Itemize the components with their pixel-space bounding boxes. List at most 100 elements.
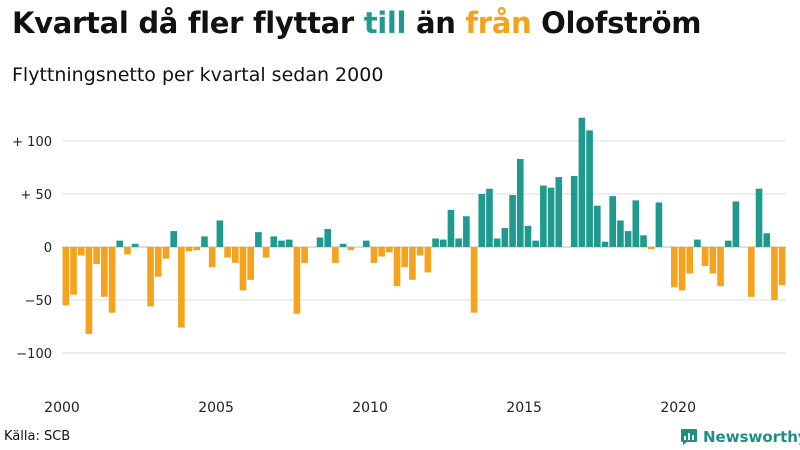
- bar-2000-q3: [77, 247, 85, 256]
- bar-2014-q1: [493, 238, 501, 247]
- y-tick-label: 0: [44, 241, 52, 256]
- x-tick-label: 2000: [44, 400, 80, 416]
- bar-2005-q1: [216, 220, 224, 247]
- bar-2022-q4: [763, 233, 771, 247]
- bar-2017-q2: [593, 205, 601, 247]
- brand-logo[interactable]: Newsworthy: [680, 428, 800, 446]
- bar-2018-q4: [640, 235, 647, 247]
- bar-2002-q2: [131, 243, 139, 247]
- bar-2003-q4: [178, 247, 185, 328]
- bar-2023-q1: [771, 247, 778, 300]
- bar-2010-q1: [370, 247, 378, 263]
- bar-2003-q3: [170, 231, 177, 247]
- bar-2006-q3: [262, 247, 270, 258]
- bar-2002-q4: [147, 247, 154, 307]
- bar-2015-q3: [540, 185, 547, 247]
- bar-2019-q1: [647, 247, 655, 250]
- title-part-5: Olofström: [531, 6, 702, 40]
- bar-2004-q2: [193, 247, 201, 251]
- bar-2018-q1: [617, 220, 624, 247]
- bar-2020-q3: [694, 239, 701, 247]
- bar-2009-q4: [362, 240, 370, 247]
- y-tick-label: + 50: [20, 188, 52, 203]
- bar-2012-q1: [432, 238, 439, 247]
- bar-2021-q4: [732, 201, 740, 247]
- bar-2000-q2: [70, 247, 77, 295]
- bar-2021-q3: [724, 240, 732, 247]
- source-note: Källa: SCB: [4, 429, 71, 444]
- bar-2005-q4: [239, 247, 247, 291]
- y-tick-label: −100: [16, 347, 52, 362]
- bar-2000-q4: [85, 247, 93, 334]
- x-axis-ticks: 2000 2005 2010 2015 2020: [44, 400, 696, 416]
- chart-subtitle: Flyttningsnetto per kvartal sedan 2000: [12, 64, 384, 86]
- bar-2004-q4: [208, 247, 216, 268]
- bar-2012-q3: [447, 209, 455, 247]
- bar-2007-q2: [285, 239, 293, 247]
- bar-2006-q2: [255, 232, 262, 247]
- bar-2016-q1: [555, 177, 563, 247]
- bar-2003-q1: [154, 247, 162, 277]
- bar-2003-q2: [162, 247, 170, 259]
- bar-2006-q4: [270, 236, 278, 247]
- bar-2005-q3: [231, 247, 239, 263]
- x-tick-label: 2005: [198, 400, 234, 416]
- bar-2012-q4: [455, 238, 462, 247]
- y-axis-ticks: + 100 + 50 0 −50 −100: [12, 135, 52, 362]
- bar-2006-q1: [247, 247, 255, 280]
- bar-2015-q2: [532, 240, 539, 247]
- newsworthy-chart-logo-icon: [681, 429, 697, 445]
- bar-2011-q4: [424, 247, 432, 273]
- chart-title: Kvartal då fler flyttar till än från Olo…: [12, 6, 701, 40]
- bar-2014-q4: [516, 159, 524, 247]
- bar-2000-q1: [62, 247, 70, 306]
- title-part-till: till: [363, 6, 407, 40]
- bar-2007-q3: [293, 247, 301, 314]
- bar-2004-q1: [185, 247, 193, 252]
- bar-2022-q3: [755, 188, 763, 247]
- bar-2021-q2: [717, 247, 724, 287]
- bar-2022-q2: [748, 247, 755, 297]
- bar-2007-q4: [301, 247, 308, 263]
- bar-2019-q2: [655, 202, 663, 247]
- bar-2021-q1: [709, 247, 717, 274]
- y-tick-label: + 100: [12, 135, 52, 150]
- bar-2017-q1: [586, 130, 593, 247]
- bar-2017-q3: [601, 241, 609, 247]
- bar-2001-q4: [116, 240, 124, 247]
- bar-2013-q2: [470, 247, 478, 313]
- bar-2001-q2: [101, 247, 108, 297]
- bar-2012-q2: [439, 239, 447, 247]
- bar-2016-q4: [578, 117, 586, 248]
- bar-2017-q4: [609, 196, 617, 247]
- bar-2020-q1: [678, 247, 686, 291]
- bar-2009-q1: [339, 243, 347, 247]
- bar-2005-q2: [224, 247, 231, 258]
- bar-2002-q1: [124, 247, 131, 255]
- bar-2023-q2: [778, 247, 786, 286]
- bar-2001-q3: [108, 247, 116, 313]
- x-tick-label: 2010: [352, 400, 388, 416]
- bar-2007-q1: [278, 240, 285, 247]
- title-part-3: än: [406, 6, 466, 40]
- bar-2016-q3: [570, 175, 578, 247]
- bar-2010-q4: [393, 247, 401, 287]
- bar-2020-q4: [701, 247, 709, 267]
- bar-2015-q4: [547, 187, 555, 247]
- x-tick-label: 2015: [506, 400, 542, 416]
- bar-2014-q3: [509, 195, 516, 247]
- bar-2014-q2: [501, 227, 509, 247]
- bar-2018-q3: [632, 200, 640, 247]
- bar-2001-q1: [93, 247, 100, 264]
- bar-2019-q4: [671, 247, 678, 288]
- brand-name: Newsworthy: [703, 428, 800, 446]
- bar-2011-q1: [401, 247, 409, 268]
- bar-2013-q3: [478, 194, 486, 247]
- bar-2010-q2: [378, 247, 385, 257]
- bar-2008-q3: [324, 228, 332, 247]
- y-tick-label: −50: [25, 294, 52, 309]
- bar-2008-q2: [316, 237, 324, 247]
- bar-2015-q1: [524, 225, 532, 247]
- bars: [62, 117, 786, 334]
